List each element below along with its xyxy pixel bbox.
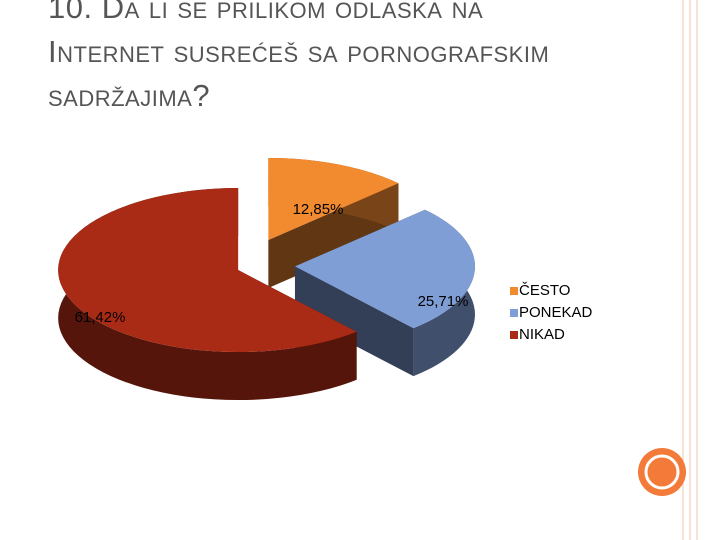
- legend-label: NIKAD: [519, 326, 565, 343]
- legend-label: PONEKAD: [519, 304, 593, 321]
- data-label: 12,85%: [293, 201, 344, 218]
- pie-slice: [268, 157, 399, 240]
- legend-swatch: [510, 287, 518, 295]
- data-label: 61,42%: [75, 309, 126, 326]
- chart-title: 10. Da li se prilikom odlaska na Interne…: [48, 0, 550, 113]
- legend-label: ČESTO: [519, 282, 570, 299]
- legend-swatch: [510, 309, 518, 317]
- data-label: 25,71%: [418, 293, 469, 310]
- pie-slice: [58, 188, 357, 353]
- slice-wall: [268, 157, 399, 288]
- pie-slice: [294, 209, 475, 329]
- legend-swatch: [510, 331, 518, 339]
- decor-ring: [644, 454, 680, 490]
